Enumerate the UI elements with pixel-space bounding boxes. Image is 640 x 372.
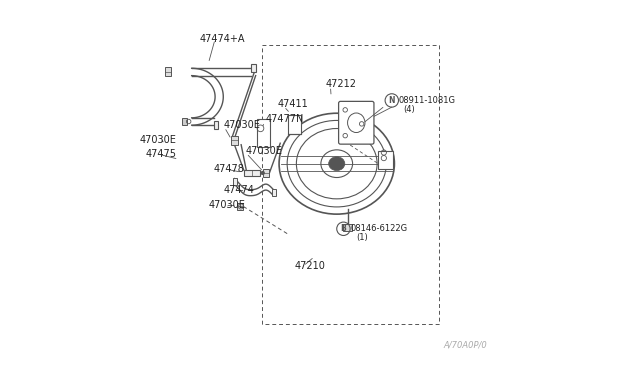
Text: B: B xyxy=(340,224,346,233)
Bar xyxy=(214,121,218,129)
Text: 08146-6122G: 08146-6122G xyxy=(351,224,408,233)
Circle shape xyxy=(261,171,264,175)
Bar xyxy=(232,178,237,185)
Bar xyxy=(271,189,276,196)
Bar xyxy=(164,67,172,76)
Bar xyxy=(289,115,301,134)
Text: 47210: 47210 xyxy=(294,261,326,271)
Text: 47478: 47478 xyxy=(214,164,245,174)
Text: 47212: 47212 xyxy=(326,79,356,89)
Text: 47474: 47474 xyxy=(223,186,254,195)
Text: 47030E: 47030E xyxy=(140,135,177,144)
Text: 47030E: 47030E xyxy=(209,201,245,210)
Text: 47474+A: 47474+A xyxy=(199,34,244,44)
Text: 47475: 47475 xyxy=(145,150,176,159)
Text: 47030E: 47030E xyxy=(246,146,282,155)
Text: 08911-1081G: 08911-1081G xyxy=(399,96,456,105)
Text: 47411: 47411 xyxy=(277,99,308,109)
Text: 47030E: 47030E xyxy=(223,120,260,129)
Bar xyxy=(257,119,270,147)
Bar xyxy=(237,203,243,210)
FancyBboxPatch shape xyxy=(339,101,374,144)
Bar xyxy=(378,151,393,169)
Bar xyxy=(244,170,260,176)
Bar xyxy=(251,64,255,72)
Text: (1): (1) xyxy=(356,233,368,242)
Bar xyxy=(231,136,238,145)
Bar xyxy=(262,169,269,177)
Text: A/70A0P/0: A/70A0P/0 xyxy=(444,341,488,350)
Ellipse shape xyxy=(329,157,345,171)
Text: N: N xyxy=(388,96,395,105)
FancyBboxPatch shape xyxy=(344,224,353,231)
Text: (4): (4) xyxy=(404,105,415,114)
Text: 47477N: 47477N xyxy=(266,114,305,124)
Bar xyxy=(182,118,187,125)
